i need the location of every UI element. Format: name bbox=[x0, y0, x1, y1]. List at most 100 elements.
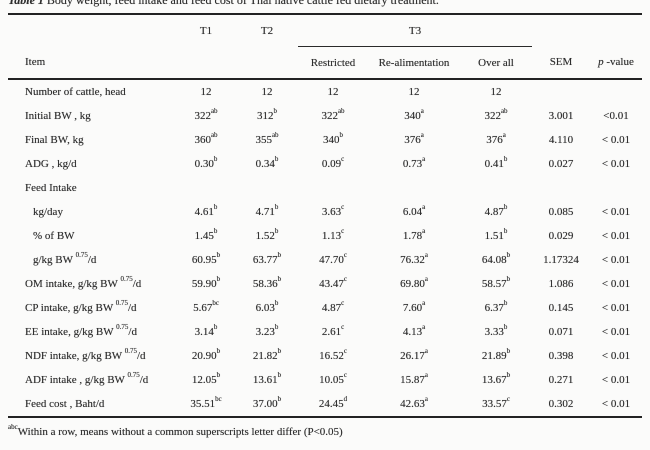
cell-value: 3.14b bbox=[194, 323, 218, 338]
cell-value: 3.23b bbox=[255, 323, 279, 338]
header-spacer bbox=[176, 46, 236, 80]
row-item-label: % of BW bbox=[33, 230, 75, 242]
p-italic: p bbox=[598, 56, 604, 69]
cell-value: 1.78a bbox=[402, 227, 426, 242]
cell-value: 3.33b bbox=[484, 323, 508, 338]
table-caption-text: Body weight, feed intake and feed cost o… bbox=[43, 0, 439, 7]
cell-value: 7.60a bbox=[402, 299, 426, 314]
table-row: kg/day 4.61b 4.71b 3.63c 6.04a 4.87b 0.085 < 0.… bbox=[8, 200, 642, 224]
cell-value: 3.001 bbox=[548, 110, 574, 122]
col-header-t2: T2 bbox=[260, 24, 274, 37]
table-row: g/kg BW 0.75/d 60.95b 63.77b 47.70c 76.32a 64… bbox=[8, 248, 642, 272]
cell-value: 10.05c bbox=[319, 371, 347, 386]
col-header-overall: Over all bbox=[460, 46, 532, 80]
cell-value: 1.13c bbox=[321, 227, 345, 242]
row-item-label: kg/day bbox=[33, 206, 63, 218]
footnote-text: Within a row, means without a common sup… bbox=[17, 426, 343, 438]
row-item-label: ADF intake , g/kg BW 0.75/d bbox=[25, 371, 149, 386]
subcolumn-header-row: Item Restricted Re-alimentation Over all… bbox=[8, 46, 642, 80]
cell-value: 340b bbox=[323, 131, 343, 146]
cell-value: 4.13a bbox=[402, 323, 426, 338]
cell-value: 58.57b bbox=[481, 275, 511, 290]
table-row: ADF intake , g/kg BW 0.75/d 12.05b 13.61b 1… bbox=[8, 368, 642, 392]
row-item-label: Feed Intake bbox=[25, 182, 77, 194]
footnote-superscript: abc bbox=[8, 423, 18, 432]
table-caption-number: Table 1 bbox=[8, 0, 44, 7]
table-row: CP intake, g/kg BW 0.75/d 5.67bc 6.03b 4.87… bbox=[8, 296, 642, 320]
cell-value: < 0.01 bbox=[601, 230, 631, 242]
cell-value: <0.01 bbox=[603, 110, 629, 122]
table-row: Feed cost , Baht/d 35.51bc 37.00b 24.45d 42.… bbox=[8, 392, 642, 417]
row-item-label: NDF intake, g/kg BW 0.75/d bbox=[25, 347, 146, 362]
treatment-header-row: T1 T2 T3 bbox=[8, 14, 642, 47]
cell-value: 33.57c bbox=[482, 395, 510, 410]
cell-value: 64.08b bbox=[481, 251, 511, 266]
table-caption: Table 1 Body weight, feed intake and fee… bbox=[8, 0, 648, 7]
cell-value: 13.67b bbox=[481, 371, 511, 386]
cell-value: 322ab bbox=[321, 107, 345, 122]
table-row: Initial BW , kg 322ab 312b 322ab 340a 322ab 3.… bbox=[8, 104, 642, 128]
cell-value: < 0.01 bbox=[601, 278, 631, 290]
col-header-pvalue: p -value bbox=[590, 46, 642, 80]
cell-value bbox=[298, 176, 368, 200]
col-header-t1: T1 bbox=[199, 24, 213, 37]
cell-value: 0.302 bbox=[548, 398, 574, 410]
cell-value: 16.52c bbox=[319, 347, 347, 362]
cell-value: 0.085 bbox=[548, 206, 574, 218]
cell-value: 47.70c bbox=[319, 251, 347, 266]
table-row: Number of cattle, head 12 12 12 12 12 bbox=[8, 79, 642, 104]
cell-value: 360ab bbox=[194, 131, 218, 146]
cell-value: 0.029 bbox=[548, 230, 574, 242]
cell-value: 0.41b bbox=[484, 155, 508, 170]
col-header-restricted: Restricted bbox=[298, 46, 368, 80]
cell-value: 0.09c bbox=[321, 155, 345, 170]
cell-value: 13.61b bbox=[252, 371, 282, 386]
cell-value: 58.36b bbox=[252, 275, 282, 290]
cell-value: < 0.01 bbox=[601, 350, 631, 362]
cell-value: 2.61c bbox=[321, 323, 345, 338]
cell-value: 1.17324 bbox=[543, 254, 579, 266]
cell-value: 69.80a bbox=[400, 275, 428, 290]
cell-value: 20.90b bbox=[191, 347, 221, 362]
cell-value: < 0.01 bbox=[601, 134, 631, 146]
cell-value bbox=[236, 176, 298, 200]
row-item-label: Final BW, kg bbox=[25, 134, 84, 146]
cell-value: 322ab bbox=[194, 107, 218, 122]
table-row: NDF intake, g/kg BW 0.75/d 20.90b 21.82b 16… bbox=[8, 344, 642, 368]
cell-value: 355ab bbox=[255, 131, 279, 146]
cell-value: 35.51bc bbox=[190, 395, 222, 410]
col-header-item: Item bbox=[8, 46, 176, 80]
row-item-label: OM intake, g/kg BW 0.75/d bbox=[25, 275, 142, 290]
cell-value bbox=[460, 176, 532, 200]
cell-value: 0.271 bbox=[548, 374, 574, 386]
cell-value: 4.61b bbox=[194, 203, 218, 218]
cell-value: 0.145 bbox=[548, 302, 574, 314]
cell-value: 12 bbox=[490, 86, 502, 98]
col-header-sem: SEM bbox=[532, 46, 590, 80]
cell-value: 4.110 bbox=[548, 134, 574, 146]
cell-value: 5.67bc bbox=[193, 299, 219, 314]
cell-value: 3.63c bbox=[321, 203, 345, 218]
cell-value: 4.87b bbox=[484, 203, 508, 218]
header-spacer bbox=[8, 14, 176, 47]
table-body: Number of cattle, head 12 12 12 12 12 Initial … bbox=[8, 79, 642, 417]
row-item-label: g/kg BW 0.75/d bbox=[33, 251, 97, 266]
table-row: % of BW 1.45b 1.52b 1.13c 1.78a 1.51b 0.029 < 0… bbox=[8, 224, 642, 248]
cell-value: < 0.01 bbox=[601, 398, 631, 410]
cell-value: 26.17a bbox=[400, 347, 428, 362]
row-item-label: Feed cost , Baht/d bbox=[25, 398, 105, 410]
row-item-label: Number of cattle, head bbox=[25, 86, 126, 98]
cell-value: 1.52b bbox=[255, 227, 279, 242]
cell-value: < 0.01 bbox=[601, 374, 631, 386]
cell-value: 6.03b bbox=[255, 299, 279, 314]
cell-value: 12 bbox=[327, 86, 339, 98]
cell-value: 59.90b bbox=[191, 275, 221, 290]
cell-value: 24.45d bbox=[318, 395, 348, 410]
cell-value: 6.04a bbox=[402, 203, 426, 218]
table-row: ADG , kg/d 0.30b 0.34b 0.09c 0.73a 0.41b 0.027… bbox=[8, 152, 642, 176]
cell-value: < 0.01 bbox=[601, 302, 631, 314]
header-spacer bbox=[532, 14, 590, 47]
cell-value: 15.87a bbox=[400, 371, 428, 386]
cell-value: 0.027 bbox=[548, 158, 574, 170]
cell-value bbox=[590, 176, 642, 200]
